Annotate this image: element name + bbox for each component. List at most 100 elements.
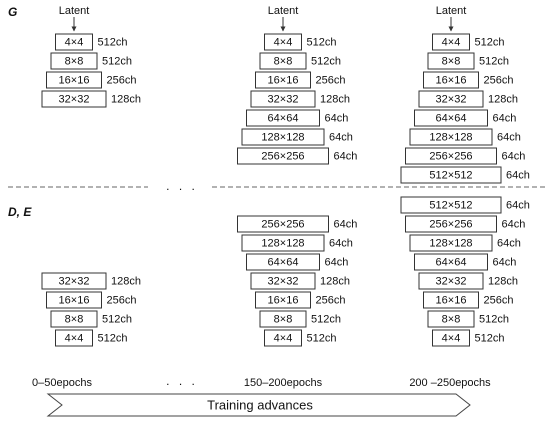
discriminator-layer: 32×32 128ch xyxy=(250,272,350,290)
layer-box xyxy=(409,128,493,146)
divider-ellipsis: . . . xyxy=(166,179,198,193)
layer-box xyxy=(427,52,475,70)
layer-channels: 256ch xyxy=(107,75,137,87)
layer-box xyxy=(46,71,102,89)
layer-channels: 64ch xyxy=(325,113,349,125)
layer-box xyxy=(50,310,98,328)
layer-channels: 64ch xyxy=(334,219,358,231)
layer-box xyxy=(423,291,479,309)
generator-label: G xyxy=(8,5,17,19)
generator-layer: 256×256 64ch xyxy=(237,147,357,165)
generator-layer: 32×32 128ch xyxy=(418,90,518,108)
generator-layer: 4×4 512ch xyxy=(264,33,337,51)
layer-box xyxy=(41,272,107,290)
layer-resolution: 32×32 xyxy=(59,94,90,106)
layer-channels: 64ch xyxy=(329,132,353,144)
layer-resolution: 16×16 xyxy=(59,75,90,87)
layer-channels: 512ch xyxy=(102,56,132,68)
layer-box xyxy=(405,147,497,165)
layer-resolution: 64×64 xyxy=(436,257,467,269)
layer-box xyxy=(414,253,488,271)
layer-channels: 64ch xyxy=(502,151,526,163)
generator-layer: 8×8 512ch xyxy=(259,52,341,70)
discriminator-layer: 256×256 64ch xyxy=(405,215,526,233)
layer-channels: 512ch xyxy=(102,314,132,326)
layer-channels: 64ch xyxy=(502,219,526,231)
layer-box xyxy=(255,71,311,89)
discriminator-label: D, E xyxy=(8,205,32,219)
layer-box xyxy=(432,33,470,51)
layer-channels: 64ch xyxy=(493,257,517,269)
latent-label: Latent xyxy=(268,5,299,17)
layer-channels: 512ch xyxy=(98,333,128,345)
layer-resolution: 4×4 xyxy=(442,333,461,345)
generator-layer: 64×64 64ch xyxy=(246,109,349,127)
layer-channels: 512ch xyxy=(475,333,505,345)
layer-box xyxy=(432,329,470,347)
discriminator-layer: 16×16 256ch xyxy=(46,291,137,309)
layer-channels: 128ch xyxy=(111,276,141,288)
layer-channels: 64ch xyxy=(506,170,530,182)
discriminator-layer: 4×4 512ch xyxy=(55,329,128,347)
generator-layer: 256×256 64ch xyxy=(405,147,526,165)
generator-layer: 4×4 512ch xyxy=(432,33,505,51)
layer-channels: 64ch xyxy=(506,200,530,212)
layer-resolution: 512×512 xyxy=(429,200,472,212)
layer-resolution: 8×8 xyxy=(442,56,461,68)
layer-channels: 128ch xyxy=(111,94,141,106)
layer-resolution: 32×32 xyxy=(268,276,299,288)
discriminator-layer: 32×32 128ch xyxy=(418,272,518,290)
discriminator-layer: 32×32 128ch xyxy=(41,272,141,290)
layer-channels: 256ch xyxy=(316,75,346,87)
layer-resolution: 256×256 xyxy=(261,219,304,231)
layer-channels: 64ch xyxy=(329,238,353,250)
layer-box xyxy=(405,215,497,233)
layer-resolution: 128×128 xyxy=(429,132,472,144)
layer-box xyxy=(427,310,475,328)
layer-resolution: 16×16 xyxy=(436,295,467,307)
layer-resolution: 64×64 xyxy=(268,113,299,125)
discriminator-layer: 512×512 64ch xyxy=(400,196,530,214)
layer-channels: 512ch xyxy=(311,314,341,326)
discriminator-layer: 128×128 64ch xyxy=(241,234,353,252)
latent-input-col3: Latent xyxy=(436,5,466,32)
layer-box xyxy=(41,90,107,108)
layer-resolution: 256×256 xyxy=(429,219,472,231)
layer-channels: 512ch xyxy=(479,56,509,68)
discriminator-layer: 16×16 256ch xyxy=(423,291,513,309)
layer-resolution: 4×4 xyxy=(274,333,293,345)
layer-resolution: 16×16 xyxy=(268,295,299,307)
latent-input-col2: Latent xyxy=(268,5,299,32)
generator-layer: 8×8 512ch xyxy=(50,52,132,70)
layer-channels: 512ch xyxy=(311,56,341,68)
layer-resolution: 8×8 xyxy=(65,56,84,68)
layer-box xyxy=(55,329,93,347)
layer-channels: 128ch xyxy=(488,276,518,288)
layer-resolution: 4×4 xyxy=(442,37,461,49)
layer-box xyxy=(400,196,502,214)
layer-channels: 512ch xyxy=(307,37,337,49)
layer-resolution: 32×32 xyxy=(268,94,299,106)
layer-channels: 128ch xyxy=(320,94,350,106)
layer-channels: 64ch xyxy=(497,132,521,144)
layer-box xyxy=(259,310,307,328)
generator-layer: 16×16 256ch xyxy=(255,71,346,89)
layer-channels: 256ch xyxy=(484,75,514,87)
training-arrow-shape xyxy=(46,393,471,417)
discriminator-layer: 8×8 512ch xyxy=(259,310,341,328)
layer-box xyxy=(237,215,329,233)
layer-channels: 512ch xyxy=(475,37,505,49)
layer-box xyxy=(423,71,479,89)
discriminator-layer: 4×4 512ch xyxy=(432,329,505,347)
discriminator-layer: 256×256 64ch xyxy=(237,215,358,233)
generator-layer: 8×8 512ch xyxy=(427,52,509,70)
layer-resolution: 4×4 xyxy=(274,37,293,49)
layer-box xyxy=(50,52,98,70)
layer-box xyxy=(46,291,102,309)
layer-resolution: 64×64 xyxy=(268,257,299,269)
layer-box xyxy=(418,90,484,108)
generator-layer: 16×16 256ch xyxy=(423,71,514,89)
training-arrow: Training advances xyxy=(46,393,471,417)
layer-channels: 256ch xyxy=(107,295,137,307)
